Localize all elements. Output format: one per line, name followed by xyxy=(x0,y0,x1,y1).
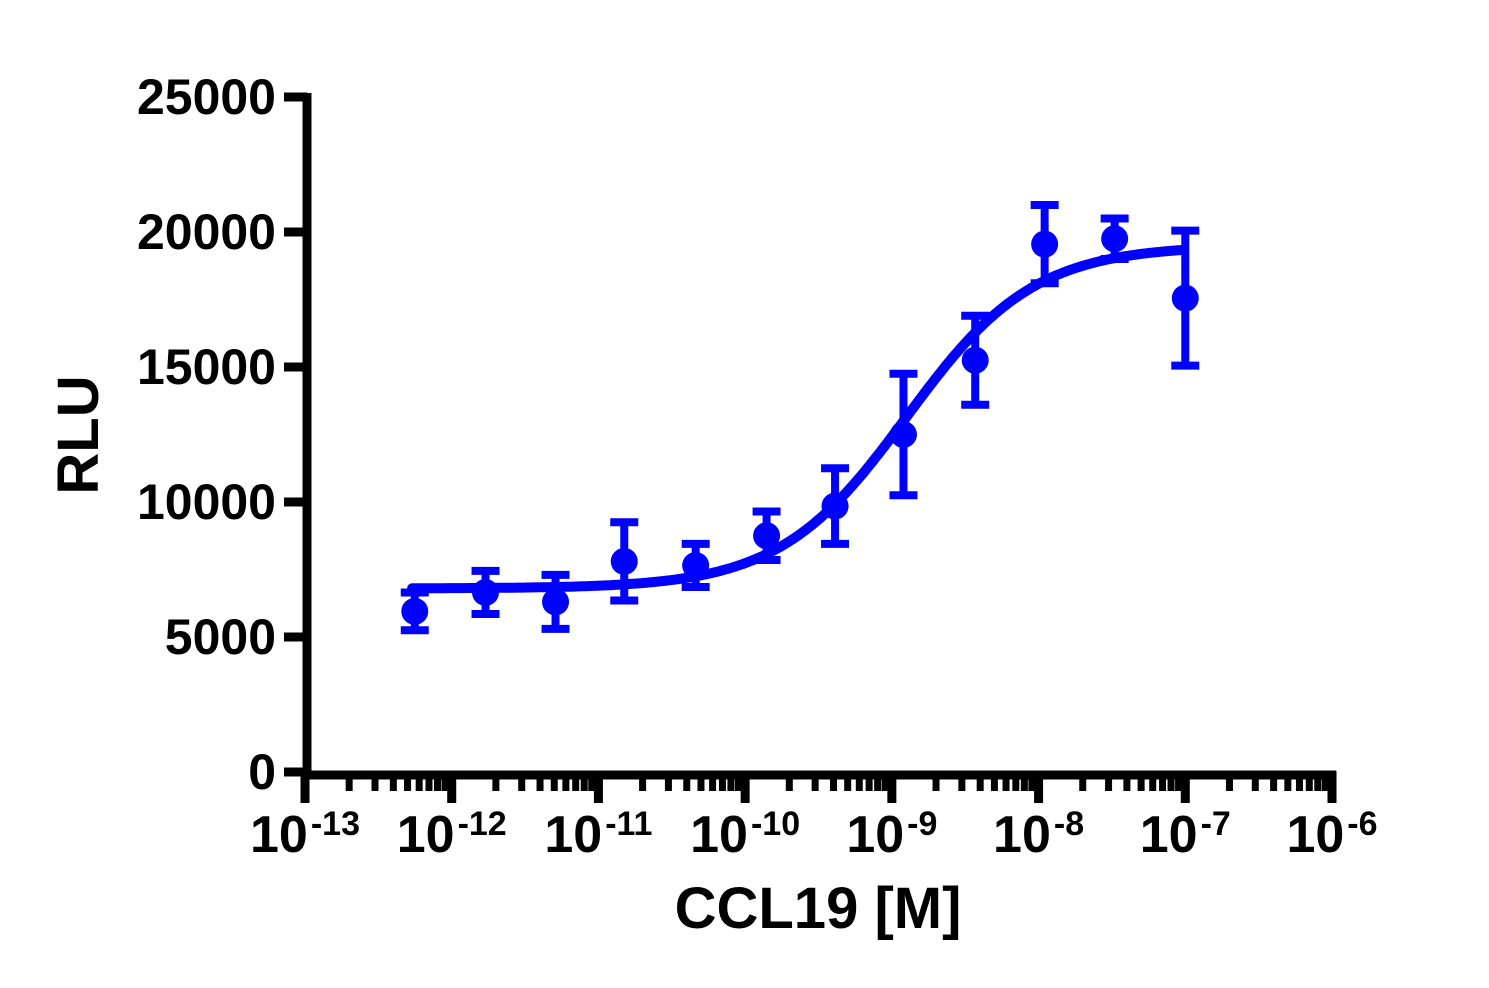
y-axis-title: RLU xyxy=(46,375,111,494)
data-point xyxy=(753,522,781,550)
x-tick-label: 10-6 xyxy=(1286,805,1377,864)
y-tick-label: 20000 xyxy=(137,204,276,260)
fit-curve-group xyxy=(407,244,1189,594)
x-tick-label: 10-8 xyxy=(993,805,1084,864)
data-series-group xyxy=(400,201,1200,635)
data-point xyxy=(821,492,849,520)
axes: 0 5000 10000 15000 20000 25000 10-13 10-12 10-11… xyxy=(137,69,1378,864)
data-point xyxy=(1101,225,1129,253)
data-point xyxy=(1171,284,1199,312)
data-point xyxy=(472,578,500,606)
y-tick-label: 10000 xyxy=(137,474,276,530)
data-point xyxy=(542,588,570,616)
x-tick-label: 10-10 xyxy=(690,805,800,864)
data-point xyxy=(610,547,638,575)
x-tick-label: 10-9 xyxy=(846,805,937,864)
data-point xyxy=(1031,230,1059,258)
x-tick-label: 10-7 xyxy=(1140,805,1231,864)
x-tick-label: 10-11 xyxy=(544,805,652,864)
x-axis-title: CCL19 [M] xyxy=(675,876,962,941)
data-point xyxy=(682,551,710,579)
y-tick-label: 15000 xyxy=(137,339,276,395)
y-tick-label: 5000 xyxy=(165,609,276,665)
data-point xyxy=(401,597,429,625)
x-tick-label: 10-12 xyxy=(397,805,507,864)
y-tick-label: 25000 xyxy=(137,69,276,125)
y-tick-label: 0 xyxy=(248,744,276,800)
data-point xyxy=(889,421,917,448)
x-tick-label: 10-13 xyxy=(250,805,360,864)
data-point xyxy=(961,346,989,374)
fit-curve xyxy=(407,244,1189,594)
